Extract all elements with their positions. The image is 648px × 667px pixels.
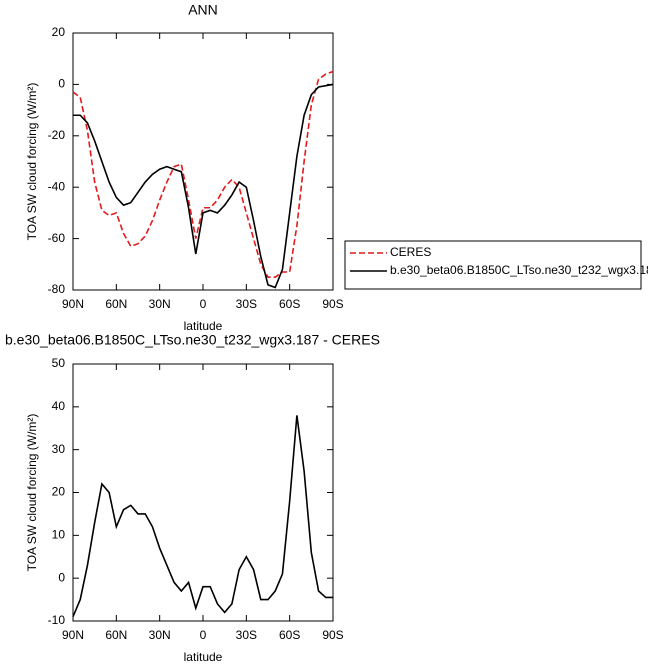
x-tick-label: 30S: [236, 628, 257, 642]
x-tick-label: 60S: [279, 628, 300, 642]
y-axis-label: TOA SW cloud forcing (W/m²): [25, 414, 39, 572]
x-tick-label: 0: [200, 628, 207, 642]
y-tick-label: 50: [52, 356, 66, 370]
y-tick-label: 20: [52, 485, 66, 499]
x-tick-label: 90N: [62, 628, 84, 642]
y-tick-label: 10: [52, 528, 66, 542]
y-tick-label: -10: [48, 613, 66, 627]
legend-label: b.e30_beta06.B1850C_LTso.ne30_t232_wgx3.…: [390, 263, 648, 277]
x-tick-label: 60S: [279, 297, 300, 311]
y-tick-label: -20: [48, 128, 66, 142]
legend-label: CERES: [390, 245, 431, 259]
data-line: [72, 415, 333, 618]
x-tick-label: 30N: [149, 628, 171, 642]
y-tick-label: 0: [58, 77, 65, 91]
x-tick-label: 90N: [62, 297, 84, 311]
chart-title: ANN: [188, 2, 218, 18]
x-tick-label: 60N: [105, 297, 127, 311]
x-axis-label: latitude: [184, 319, 223, 333]
chart-title: b.e30_beta06.B1850C_LTso.ne30_t232_wgx3.…: [5, 332, 380, 348]
y-tick-label: -60: [48, 231, 66, 245]
x-tick-label: 30N: [149, 297, 171, 311]
plot-frame: [72, 363, 334, 622]
y-tick-label: 30: [52, 442, 66, 456]
y-tick-label: 20: [52, 25, 66, 39]
x-tick-label: 0: [200, 297, 207, 311]
x-axis-label: latitude: [184, 650, 223, 664]
legend-box: [344, 240, 642, 290]
y-axis-label: TOA SW cloud forcing (W/m²): [25, 83, 39, 241]
y-tick-label: -80: [48, 282, 66, 296]
data-line: [72, 70, 334, 278]
plot-frame: [72, 32, 334, 291]
x-tick-label: 90S: [322, 628, 343, 642]
x-tick-label: 60N: [105, 628, 127, 642]
data-line: [73, 83, 334, 289]
y-tick-label: 0: [58, 570, 65, 584]
y-tick-label: -40: [48, 179, 66, 193]
x-tick-label: 30S: [236, 297, 257, 311]
y-tick-label: 40: [52, 399, 66, 413]
x-tick-label: 90S: [322, 297, 343, 311]
